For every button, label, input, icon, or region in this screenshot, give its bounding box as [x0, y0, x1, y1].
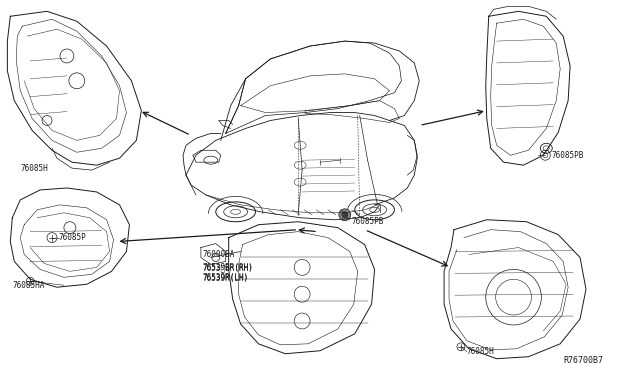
Text: 76085HA: 76085HA — [12, 281, 45, 290]
Text: 76085H: 76085H — [467, 347, 495, 356]
Text: 76085PB: 76085PB — [352, 217, 384, 226]
Text: 76539R(LH): 76539R(LH) — [203, 273, 249, 282]
Text: 76539R(LH): 76539R(LH) — [203, 274, 249, 283]
Text: 7653もBR(RH): 7653もBR(RH) — [203, 263, 253, 272]
Text: 76539BR(RH): 76539BR(RH) — [203, 263, 253, 272]
Text: 76085PB: 76085PB — [551, 151, 584, 160]
Text: 76085H: 76085H — [20, 164, 48, 173]
Text: R76700B7: R76700B7 — [563, 356, 603, 365]
Circle shape — [339, 209, 351, 221]
Circle shape — [342, 212, 348, 218]
Text: 76085P: 76085P — [59, 233, 86, 242]
Text: 76000BA: 76000BA — [203, 250, 236, 259]
